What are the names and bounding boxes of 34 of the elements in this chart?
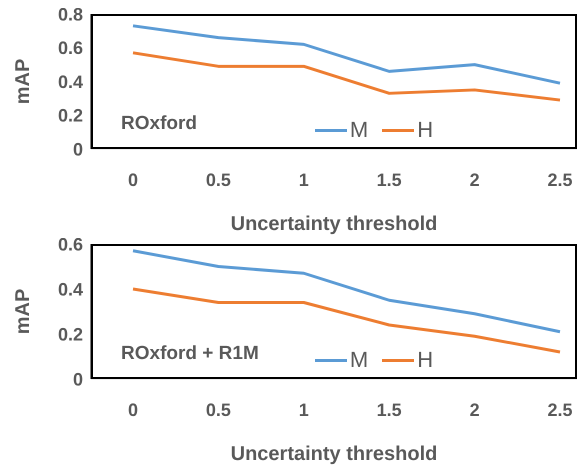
x-tick-label: 2.5 xyxy=(547,400,573,420)
line-series xyxy=(132,249,562,334)
x-tick-label: 2 xyxy=(470,400,480,420)
line-series xyxy=(132,51,562,102)
legend-label: H xyxy=(417,117,434,143)
x-tick-label: 0 xyxy=(128,170,138,190)
annotation: ROxford xyxy=(121,113,197,135)
x-axis-title: Uncertainty threshold xyxy=(230,213,438,235)
y-tick-label: 0.6 xyxy=(58,234,83,254)
legend-label: M xyxy=(350,347,368,373)
x-tick-label: 1.5 xyxy=(376,400,402,420)
x-tick-label: 1 xyxy=(298,170,309,190)
y-tick-label: 0 xyxy=(72,369,83,390)
x-tick-label: 2.5 xyxy=(547,170,573,190)
x-axis-title: Uncertainty threshold xyxy=(230,443,438,465)
legend-label: M xyxy=(350,117,368,143)
y-tick-label: 0.2 xyxy=(58,106,83,126)
annotation: ROxford + R1M xyxy=(121,343,259,365)
line-series xyxy=(132,24,562,85)
y-tick-label: 0.8 xyxy=(58,4,83,24)
y-axis-title: mAP xyxy=(12,58,34,104)
x-tick-label: 0.5 xyxy=(206,400,231,420)
y-tick-label: 0.4 xyxy=(58,72,83,92)
y-tick-label: 0.6 xyxy=(58,38,83,58)
x-tick-label: 0.5 xyxy=(206,170,231,190)
y-axis-title: mAP xyxy=(12,288,34,334)
y-tick-label: 0.4 xyxy=(58,279,83,300)
x-tick-label: 1.5 xyxy=(376,170,402,190)
x-tick-label: 2 xyxy=(470,170,480,190)
y-tick-label: 0 xyxy=(72,139,83,160)
legend-label: H xyxy=(417,347,434,373)
x-tick-label: 0 xyxy=(128,400,138,420)
x-tick-label: 1 xyxy=(298,400,309,420)
y-tick-label: 0.2 xyxy=(58,324,83,344)
